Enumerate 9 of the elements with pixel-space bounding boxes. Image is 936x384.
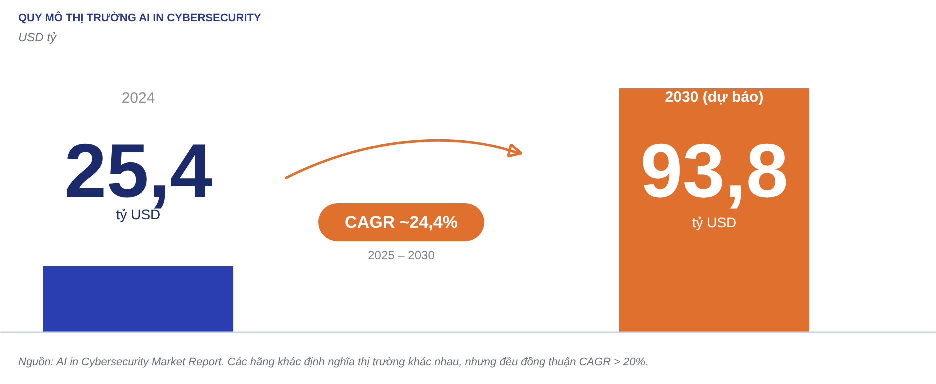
text: Nguồn: AI in Cybersecurity Market Report. Các hãng khác định nghĩa thị trường khác nhau, nhưng đều đồng thuận CAGR > 20%. bbox=[18, 356, 649, 368]
data-label: 93,8 bbox=[640, 129, 788, 214]
x-tick-label: 2024 bbox=[122, 90, 156, 107]
chart-subtitle: USD tỷ bbox=[18, 30, 58, 44]
annotation: CAGR ~24,4% bbox=[345, 213, 458, 232]
x-tick-label: 2030 (dự báo) bbox=[665, 89, 764, 106]
chart-title: QUY MÔ THỊ TRƯỜNG AI IN CYBERSECURITY bbox=[18, 12, 262, 24]
annotation: tỷ USD bbox=[692, 214, 737, 230]
annotation: 2025 – 2030 bbox=[368, 248, 436, 262]
